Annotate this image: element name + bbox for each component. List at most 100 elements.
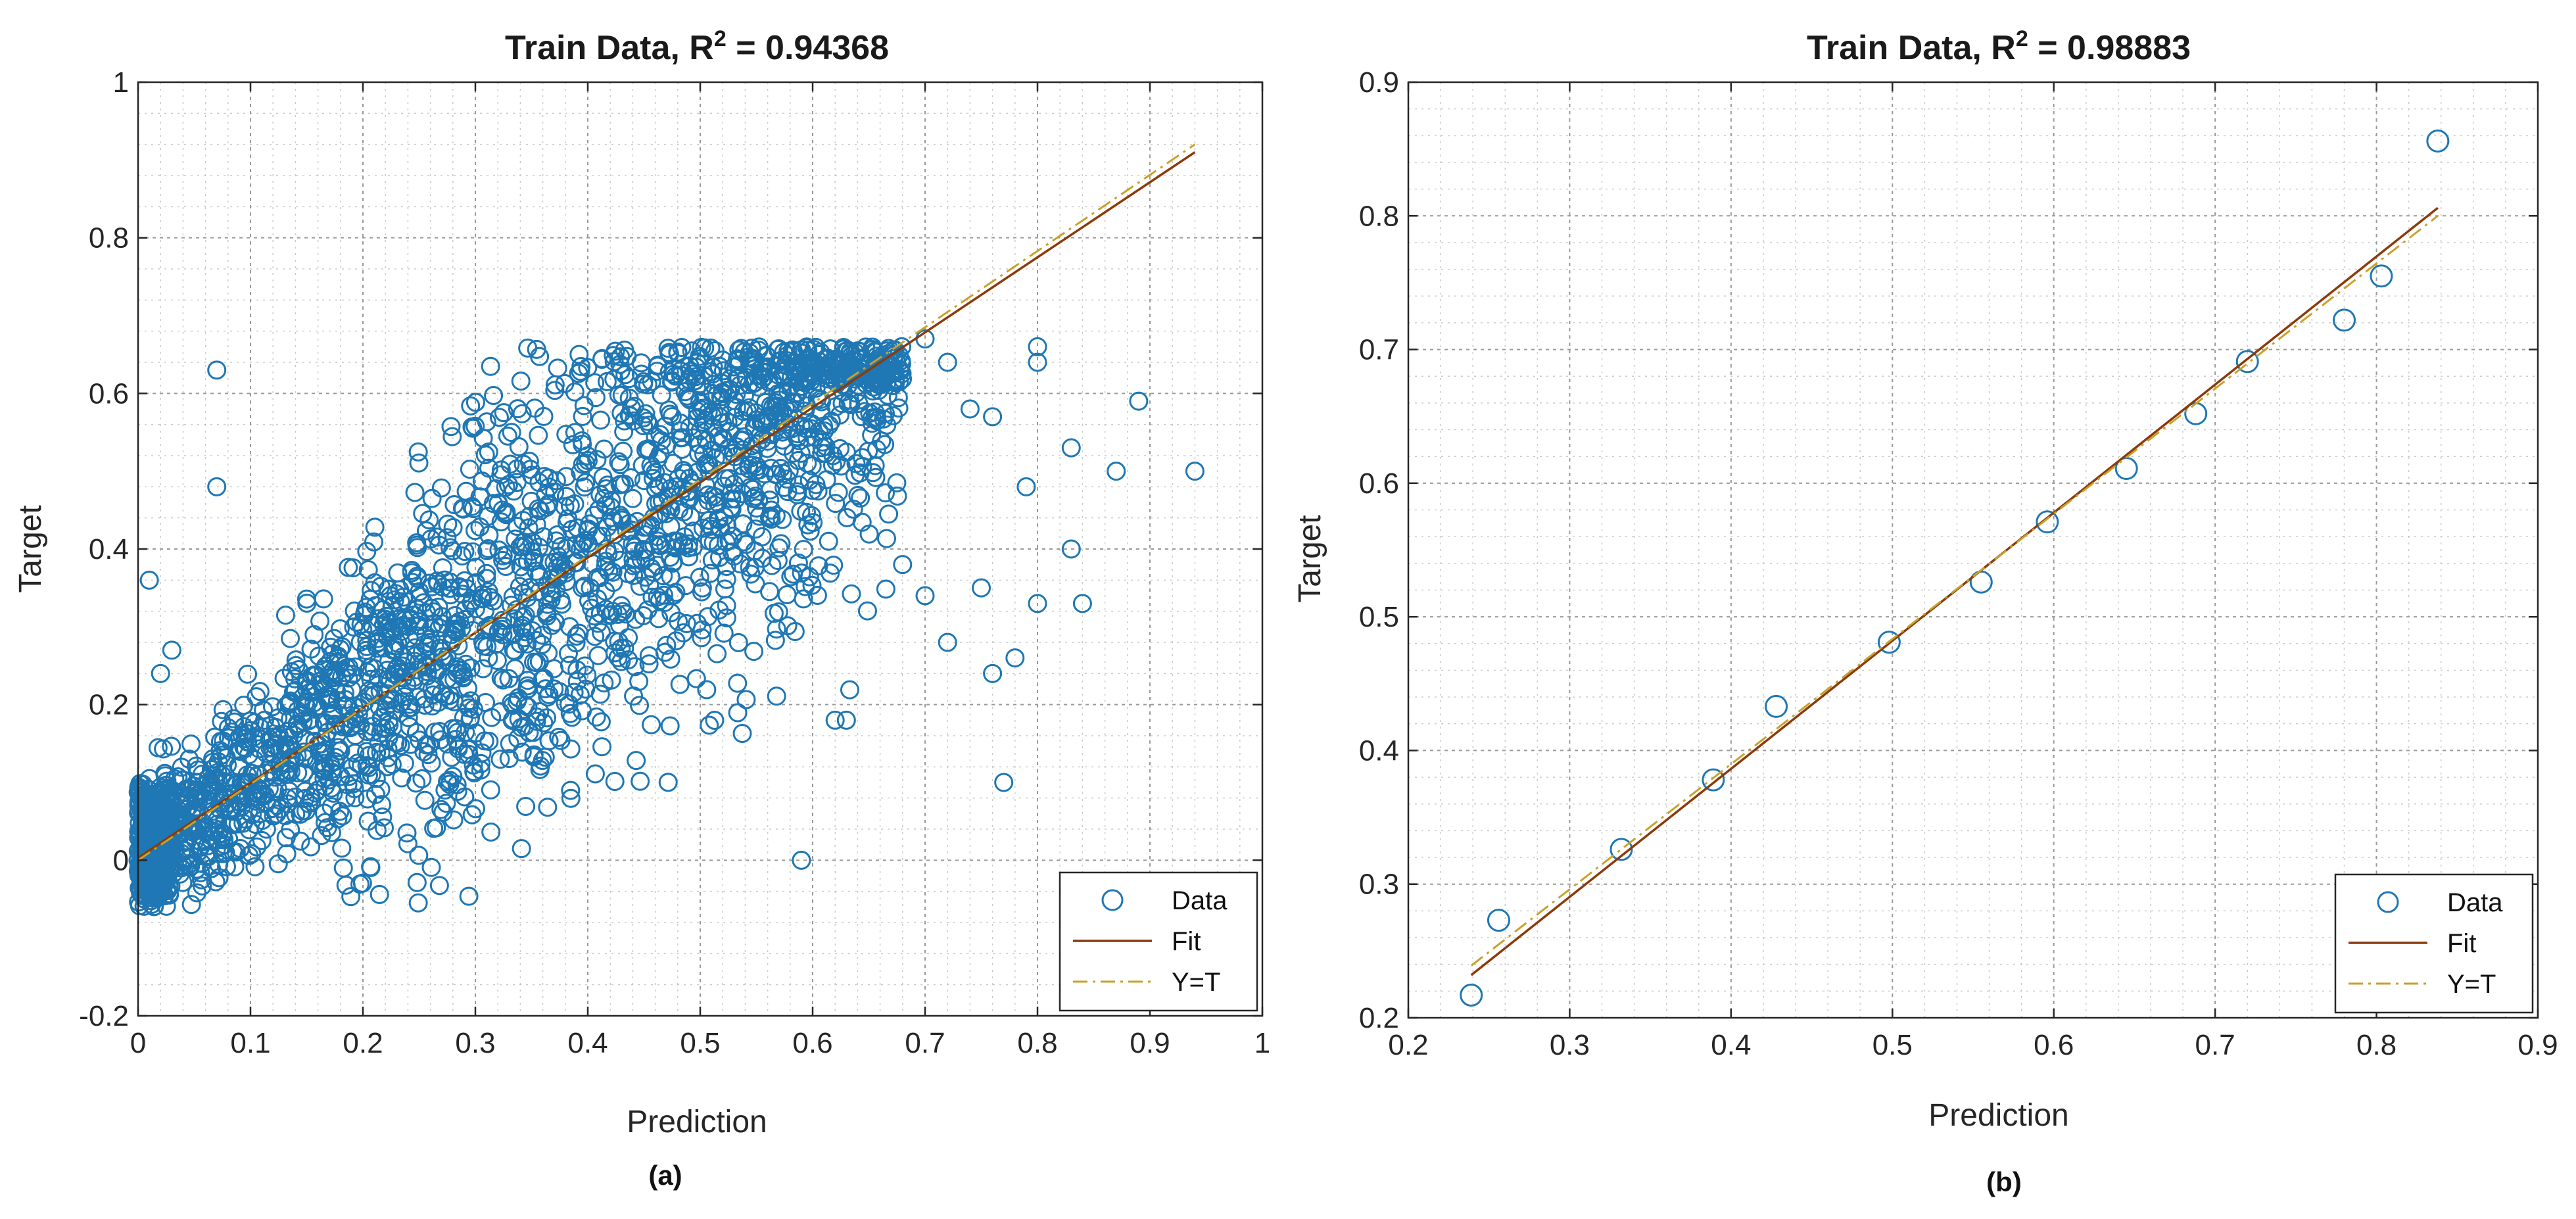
chart-a-data-point — [893, 555, 913, 575]
chart-a-data-point — [888, 388, 908, 408]
chart-a-data-point — [446, 622, 466, 642]
chart-a-data-point — [398, 617, 418, 636]
chart-a-data-point — [683, 537, 703, 557]
chart-a-data-point — [271, 753, 291, 773]
chart-a-data-point — [612, 508, 632, 528]
chart-b-data-point — [2332, 308, 2356, 332]
chart-a-data-point — [442, 719, 462, 738]
chart-a-data-point — [519, 518, 538, 538]
chart-a-data-point — [239, 772, 259, 792]
chart-a-data-point — [509, 437, 529, 457]
chart-a-data-point — [736, 690, 756, 709]
chart-a-data-point — [706, 487, 726, 507]
chart-a-data-point — [597, 371, 617, 391]
chart-a-data-point — [173, 771, 193, 790]
chart-a-data-point — [424, 819, 444, 838]
chart-a-data-point — [639, 646, 659, 665]
chart-a-data-point — [480, 587, 500, 607]
chart-a-data-point — [245, 857, 265, 876]
chart-a-data-point — [155, 780, 175, 800]
chart-a-data-point — [490, 750, 510, 769]
chart-a-data-point — [657, 635, 677, 655]
chart-a-data-point — [364, 532, 384, 552]
chart-a-data-point — [507, 473, 527, 492]
chart-a-data-point — [656, 416, 675, 436]
chart-a-data-point — [408, 442, 428, 462]
chart-a-data-point — [162, 736, 181, 756]
chart-a-data-point — [775, 437, 794, 456]
chart-a-data-point — [608, 648, 628, 667]
chart-a-data-point — [615, 411, 634, 431]
chart-a-data-point — [663, 552, 683, 571]
chart-a-data-point — [655, 592, 675, 612]
chart-a-data-point — [730, 554, 750, 574]
chart-a-data-point — [821, 563, 840, 583]
chart-a-data-point — [392, 768, 412, 788]
chart-a-data-point — [530, 581, 550, 601]
chart-a-data-point — [461, 658, 481, 678]
chart-a-data-point — [265, 736, 285, 755]
chart-a-data-point — [314, 713, 334, 732]
chart-a-data-point — [148, 738, 168, 757]
chart-a-data-point — [819, 531, 838, 551]
chart-a-data-point — [422, 696, 442, 716]
chart-a-data-point — [859, 441, 878, 461]
chart-a-data-point — [675, 464, 694, 483]
chart-a-data-point — [330, 639, 350, 659]
chart-a-xtick-label: 1 — [1254, 1027, 1270, 1059]
chart-b-xtick-label: 0.4 — [1711, 1029, 1751, 1061]
chart-b-data-point — [1765, 694, 1788, 718]
chart-a-data-point — [464, 762, 484, 782]
chart-a-data-point — [140, 819, 160, 838]
chart-b-data-point — [1610, 838, 1633, 861]
chart-a-data-point — [610, 475, 630, 494]
chart-a-data-point — [281, 691, 300, 711]
chart-a-data-point — [1028, 337, 1047, 356]
chart-a-data-point — [417, 657, 437, 677]
chart-a-data-point — [605, 772, 625, 792]
chart-a-data-point — [652, 385, 671, 405]
chart-a-data-point — [333, 858, 353, 878]
chart-b-xlabel: Prediction — [1928, 1098, 2068, 1133]
chart-a-data-point — [438, 669, 458, 688]
chart-a-data-point — [401, 609, 421, 629]
chart-a-data-point — [301, 639, 321, 659]
chart-a-data-point — [792, 850, 811, 870]
chart-a-data-point — [373, 600, 393, 619]
chart-a: Train Data, R2 = 0.94368 Prediction Targ… — [13, 26, 1270, 1191]
chart-a-data-point — [752, 527, 772, 546]
chart-a-data-point — [408, 893, 428, 913]
chart-a-data-point — [425, 722, 445, 742]
chart-a-xtick-label: 0.6 — [792, 1027, 832, 1059]
chart-a-data-point — [560, 656, 579, 675]
chart-a-data-point — [696, 410, 715, 430]
chart-a-data-point — [563, 435, 583, 454]
chart-b-data-point — [1877, 631, 1901, 654]
chart-a-data-point — [609, 452, 629, 471]
chart-a-data-point — [661, 649, 680, 669]
chart-a-data-point — [801, 506, 821, 525]
chart-a-data-point — [207, 477, 227, 496]
chart-a-data-point — [301, 837, 321, 857]
chart-a-data-point — [421, 857, 441, 877]
chart-a-data-point — [648, 531, 668, 551]
chart-a-data-point — [596, 600, 616, 619]
chart-a-data-point — [529, 425, 548, 445]
chart-a-data-point — [733, 514, 753, 534]
chart-a-data-point — [619, 405, 639, 425]
chart-a-data-point — [332, 838, 352, 858]
chart-a-data-point — [631, 550, 651, 569]
chart-a-data-point — [746, 461, 766, 481]
chart-a-data-point — [500, 454, 520, 474]
chart-a-data-point — [405, 483, 425, 502]
chart-a-data-point — [650, 444, 670, 464]
chart-a-data-point — [600, 606, 620, 625]
chart-a-data-point — [938, 352, 957, 372]
chart-a-data-point — [255, 710, 275, 730]
chart-a-xtick-label: 0.8 — [1017, 1027, 1057, 1059]
chart-a-data-point — [437, 794, 456, 813]
chart-a-data-point — [765, 631, 785, 650]
chart-a-data-point — [591, 410, 611, 430]
chart-a-data-point — [673, 623, 693, 643]
chart-b-xtick-label: 0.7 — [2195, 1029, 2235, 1061]
